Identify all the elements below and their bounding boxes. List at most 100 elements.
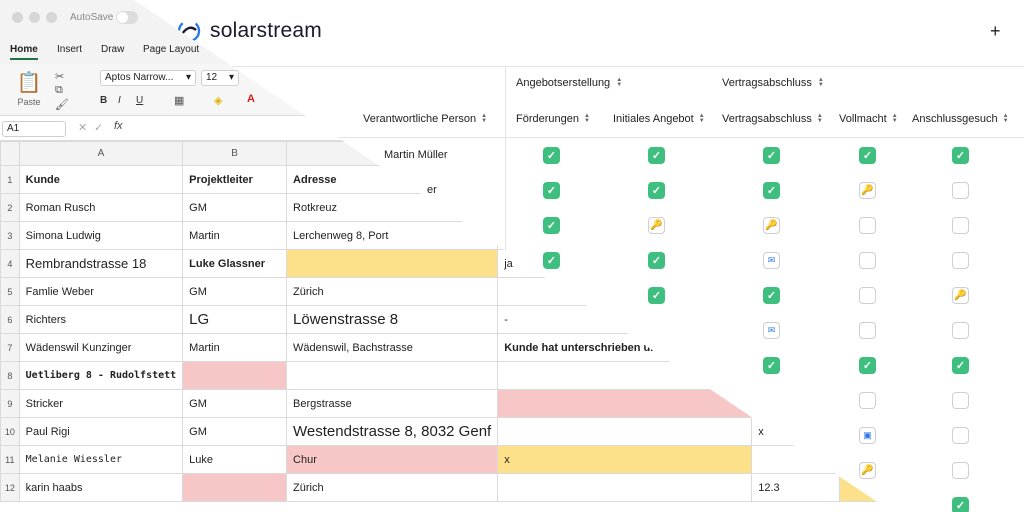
fill-color-icon[interactable]: ◈ [214,95,223,107]
key-icon[interactable]: 🔑 [952,287,969,304]
table-cell[interactable]: 12.3 [751,473,841,502]
checked-checkbox[interactable]: ✓ [952,497,969,512]
group-angebotserstellung[interactable]: Angebotserstellung ▲ ▼ [516,77,622,89]
row-number[interactable]: 5 [0,277,20,306]
table-cell[interactable]: Simona Ludwig [18,221,184,250]
checked-checkbox[interactable]: ✓ [648,252,665,269]
checked-checkbox[interactable]: ✓ [763,182,780,199]
empty-checkbox[interactable] [859,392,876,409]
add-button[interactable]: + [990,21,1001,41]
empty-checkbox[interactable] [952,322,969,339]
row-number[interactable]: 9 [0,389,20,418]
column-letter[interactable]: A [18,141,184,166]
checked-checkbox[interactable]: ✓ [543,182,560,199]
checked-checkbox[interactable]: ✓ [648,182,665,199]
row-number[interactable]: 4 [0,249,20,278]
row-number[interactable]: 10 [0,417,20,446]
chat-icon[interactable]: ✉ [763,322,780,339]
table-cell[interactable]: Martin [182,221,288,250]
checked-checkbox[interactable]: ✓ [543,217,560,234]
table-cell[interactable]: Paul Rigi [18,417,184,446]
calendar-icon[interactable]: ▣ [859,427,876,444]
table-cell[interactable]: Luke Glassner [182,249,288,278]
format-painter-icon[interactable]: 🖌 [55,99,69,111]
column-header-initiales-angebot[interactable]: Initiales Angebot ▲ ▼ [613,113,705,125]
row-number[interactable]: 7 [0,333,20,362]
table-cell[interactable]: Lerchenweg 8, Port [286,221,499,250]
table-cell[interactable]: Martin [182,333,288,362]
autosave-toggle[interactable] [116,11,138,24]
table-cell[interactable]: Westendstrasse 8, 8032 Genf [286,417,499,446]
row-number[interactable]: 3 [0,221,20,250]
table-cell[interactable]: Zürich [286,473,499,502]
table-cell[interactable] [286,249,499,278]
column-header-verantwortliche-person[interactable]: Verantwortliche Person ▲ ▼ [363,113,487,125]
empty-checkbox[interactable] [952,182,969,199]
empty-checkbox[interactable] [952,427,969,444]
empty-checkbox[interactable] [952,462,969,479]
maximize-window-icon[interactable] [46,12,57,23]
font-color-icon[interactable]: A [247,93,255,105]
row-number[interactable]: 6 [0,305,20,334]
table-cell[interactable] [182,361,288,390]
table-cell[interactable]: Richters [18,305,184,334]
close-window-icon[interactable] [12,12,23,23]
font-name-select[interactable]: Aptos Narrow... ▾ [100,70,196,86]
minimize-window-icon[interactable] [29,12,40,23]
table-cell[interactable]: Roman Rusch [18,193,184,222]
empty-checkbox[interactable] [952,252,969,269]
confirm-icon[interactable]: ✓ [94,122,104,134]
table-cell[interactable]: GM [182,417,288,446]
table-cell[interactable]: Rembrandstrasse 18 [18,249,184,278]
checked-checkbox[interactable]: ✓ [859,357,876,374]
checked-checkbox[interactable]: ✓ [543,252,560,269]
function-icon[interactable]: fx [114,120,123,132]
key-icon[interactable]: 🔑 [648,217,665,234]
italic-button[interactable]: I [118,95,121,106]
table-cell[interactable]: Luke [182,445,288,474]
tab-home[interactable]: Home [10,44,38,55]
cut-icon[interactable]: ✂ [55,71,65,83]
copy-icon[interactable]: ⧉ [55,84,63,96]
table-cell[interactable]: GM [182,277,288,306]
checked-checkbox[interactable]: ✓ [763,147,780,164]
key-icon[interactable]: 🔑 [859,182,876,199]
table-cell[interactable]: karin haabs [18,473,184,502]
font-size-select[interactable]: 12 ▾ [201,70,239,86]
checked-checkbox[interactable]: ✓ [543,147,560,164]
name-box[interactable]: A1 [2,121,66,137]
column-header-vollmacht[interactable]: Vollmacht ▲ ▼ [839,113,898,125]
column-header-vertragsabschluss[interactable]: Vertragsabschluss ▲ ▼ [722,113,823,125]
select-all-corner[interactable] [0,141,20,166]
checked-checkbox[interactable]: ✓ [648,287,665,304]
table-cell[interactable] [286,361,499,390]
checked-checkbox[interactable]: ✓ [763,287,780,304]
table-cell[interactable]: x [497,445,753,474]
table-cell[interactable]: Wädenswil, Bachstrasse [286,333,499,362]
empty-checkbox[interactable] [859,217,876,234]
row-number[interactable]: 8 [0,361,20,390]
row-number[interactable]: 1 [0,165,20,194]
table-cell[interactable]: Melanie Wiessler [18,445,184,474]
cancel-icon[interactable]: ✕ [78,122,88,134]
empty-checkbox[interactable] [859,322,876,339]
key-icon[interactable]: 🔑 [859,462,876,479]
paste-button[interactable]: 📋 Paste [14,70,44,110]
tab-page-layout[interactable]: Page Layout [143,44,200,55]
column-header-anschlussgesuch[interactable]: Anschlussgesuch ▲ ▼ [912,113,1009,125]
empty-checkbox[interactable] [952,392,969,409]
table-cell[interactable]: Zürich [286,277,499,306]
checked-checkbox[interactable]: ✓ [763,357,780,374]
empty-checkbox[interactable] [952,217,969,234]
chat-icon[interactable]: ✉ [763,252,780,269]
table-cell[interactable] [497,417,753,446]
checked-checkbox[interactable]: ✓ [859,147,876,164]
checked-checkbox[interactable]: ✓ [952,147,969,164]
row-number[interactable]: 11 [0,445,20,474]
key-icon[interactable]: 🔑 [763,217,780,234]
row-number[interactable]: 2 [0,193,20,222]
column-letter[interactable]: B [182,141,288,166]
empty-checkbox[interactable] [859,252,876,269]
table-cell[interactable]: Wädenswil Kunzinger [18,333,184,362]
table-cell[interactable]: Projektleiter [182,165,288,194]
